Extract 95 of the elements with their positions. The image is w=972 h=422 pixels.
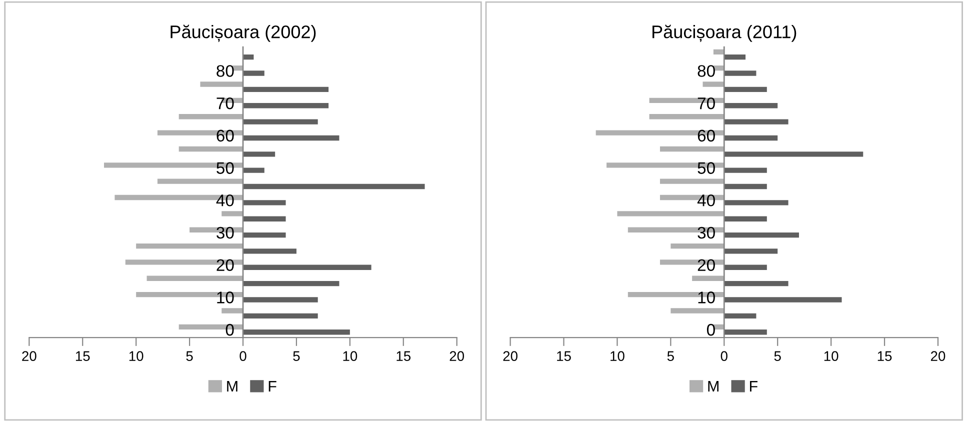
- bar: [243, 216, 286, 222]
- bar: [243, 297, 318, 302]
- bar: [724, 54, 746, 60]
- y-tick-label: 0: [706, 324, 715, 336]
- bar: [243, 184, 425, 190]
- bar: [724, 168, 767, 173]
- bar: [243, 168, 264, 173]
- bar: [724, 70, 756, 76]
- y-tick-label: 30: [216, 226, 234, 239]
- y-tick-label: 20: [216, 259, 234, 272]
- bar: [724, 103, 778, 108]
- y-tick-label: 70: [216, 97, 234, 110]
- bar: [222, 308, 243, 314]
- x-tick-label: 20: [450, 351, 464, 361]
- bar: [243, 330, 350, 335]
- y-tick-label: 60: [216, 130, 234, 142]
- bar: [670, 308, 724, 314]
- bar: [243, 264, 372, 270]
- bar: [660, 178, 724, 184]
- bar: [692, 276, 724, 281]
- legend-label: F: [268, 381, 276, 392]
- bar: [243, 248, 296, 254]
- bar: [617, 211, 724, 216]
- y-tick-label: 10: [217, 292, 234, 304]
- bar: [724, 232, 799, 238]
- x-tick-label: 5: [293, 351, 300, 361]
- x-tick-label: 10: [610, 351, 624, 361]
- legend-label: M: [708, 381, 718, 392]
- bar: [724, 216, 767, 222]
- x-tick-label: 5: [186, 351, 193, 361]
- y-tick-label: 80: [698, 65, 715, 77]
- bar: [243, 313, 318, 319]
- bar: [243, 86, 329, 92]
- bar: [713, 49, 724, 55]
- bar: [146, 276, 243, 281]
- y-tick-label: 30: [698, 226, 715, 239]
- bar: [724, 313, 756, 319]
- x-tick-label: 5: [667, 351, 674, 361]
- y-tick-label: 10: [698, 292, 715, 304]
- bar: [724, 297, 842, 302]
- x-tick-label: 0: [240, 351, 246, 361]
- y-tick-label: 70: [698, 97, 715, 110]
- y-tick-label: 0: [226, 324, 234, 336]
- x-tick-label: 10: [824, 351, 838, 361]
- y-tick-label: 40: [697, 194, 715, 206]
- bar: [200, 82, 243, 87]
- legend-label: F: [750, 381, 758, 392]
- bar: [649, 114, 724, 120]
- x-tick-label: 10: [129, 351, 144, 361]
- bar: [178, 114, 243, 120]
- bar: [660, 146, 724, 152]
- x-tick-label: 20: [22, 351, 36, 361]
- bar: [243, 54, 254, 60]
- bar: [243, 200, 286, 206]
- x-tick-label: 10: [343, 351, 358, 361]
- y-tick-label: 60: [698, 130, 715, 142]
- x-tick-label: 20: [930, 351, 946, 361]
- bar: [724, 264, 767, 270]
- bar: [702, 82, 724, 87]
- legend-label: M: [227, 381, 238, 392]
- bar: [724, 200, 788, 206]
- x-tick-label: 20: [503, 351, 518, 361]
- bar: [724, 119, 788, 124]
- bar: [724, 184, 767, 190]
- bar: [243, 280, 340, 286]
- bar: [670, 243, 724, 249]
- bar: [724, 330, 767, 335]
- x-tick-label: 15: [76, 351, 90, 361]
- bar: [243, 232, 286, 238]
- bar: [243, 135, 340, 141]
- bar: [243, 119, 318, 124]
- chart-title: Păucișoara (2002): [170, 24, 316, 42]
- y-tick-label: 40: [216, 194, 234, 206]
- y-tick-label: 20: [698, 259, 715, 272]
- y-tick-label: 50: [698, 162, 715, 174]
- x-tick-label: 15: [396, 351, 411, 361]
- y-tick-label: 50: [216, 162, 234, 174]
- x-tick-label: 0: [720, 351, 728, 361]
- bar: [724, 280, 788, 286]
- bar: [243, 152, 276, 157]
- chart-title: Păucișoara (2011): [652, 24, 796, 42]
- bar: [136, 243, 243, 249]
- bar: [724, 152, 864, 157]
- x-tick-label: 15: [557, 351, 571, 361]
- bar: [243, 70, 264, 76]
- bar: [724, 135, 778, 141]
- bar: [724, 248, 778, 254]
- bar: [157, 178, 243, 184]
- bar: [178, 146, 243, 152]
- bar: [243, 103, 329, 108]
- x-tick-label: 15: [878, 351, 892, 361]
- bar: [222, 211, 243, 216]
- bar: [724, 86, 767, 92]
- y-tick-label: 80: [216, 65, 234, 77]
- x-tick-label: 5: [774, 351, 781, 361]
